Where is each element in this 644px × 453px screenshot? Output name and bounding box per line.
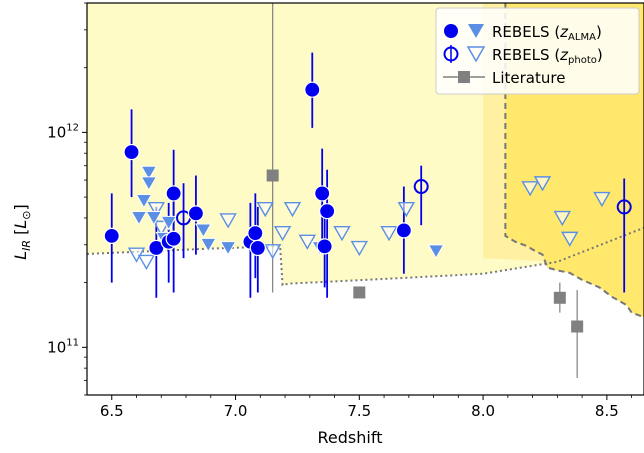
photo-circle-point — [413, 179, 429, 195]
x-tick-label: 8.0 — [471, 402, 495, 420]
alma-triangle-point — [145, 211, 163, 226]
alma-triangle-point — [199, 237, 217, 253]
legend-alma-triangle-icon — [468, 24, 484, 38]
alma-circle-point — [123, 143, 140, 161]
data-markers — [103, 81, 632, 333]
alma-circle-point — [395, 222, 412, 239]
photo-triangle-point — [333, 226, 351, 242]
photo-triangle-point — [350, 240, 369, 257]
x-tick-label: 6.5 — [100, 402, 124, 420]
alma-triangle-point — [194, 223, 212, 239]
alma-triangle-point — [140, 176, 158, 191]
alma-triangle-point — [160, 215, 178, 231]
photo-triangle-point — [219, 213, 237, 229]
alma-circle-point — [103, 227, 120, 244]
photo-triangle-point — [561, 231, 579, 247]
photo-triangle-point — [521, 181, 539, 197]
alma-triangle-point — [427, 244, 445, 259]
alma-triangle-point — [130, 211, 148, 226]
x-tick-label: 8.5 — [595, 402, 619, 420]
literature-point — [553, 291, 566, 304]
photo-triangle-point — [533, 176, 552, 192]
alma-circle-point — [316, 238, 333, 255]
literature-point — [353, 286, 366, 299]
deep-boundary-line — [504, 3, 644, 319]
photo-triangle-point — [152, 220, 170, 236]
photo-triangle-point — [283, 201, 302, 218]
legend-entry-alma: REBELS (zALMA) — [492, 23, 602, 43]
alma-circle-point — [165, 185, 182, 202]
x-tick-label: 7.5 — [347, 402, 371, 420]
legend-box — [435, 7, 640, 95]
y-tick-label: 1012 — [47, 122, 79, 141]
legend-literature-square-icon — [458, 71, 470, 83]
y-axis-label: LIR [L⊙] — [11, 204, 33, 260]
alma-circle-point — [314, 185, 331, 202]
photo-triangle-point — [298, 234, 317, 250]
alma-triangle-point — [219, 241, 237, 256]
axes: 6.5 7.0 7.5 8.0 8.5 1011 1012 — [47, 2, 644, 420]
alma-circle-point — [249, 239, 266, 257]
photo-triangle-point — [553, 210, 572, 227]
photo-triangle-point — [593, 191, 611, 208]
photo-triangle-point — [147, 201, 166, 218]
legend-entry-photo: REBELS (zphoto) — [492, 46, 603, 66]
photo-triangle-point — [263, 244, 282, 260]
photo-triangle-point — [380, 226, 398, 242]
photo-triangle-point — [273, 226, 292, 242]
x-axis-label: Redshift — [318, 428, 383, 447]
alma-circle-point — [247, 224, 264, 242]
photo-triangle-point — [256, 201, 274, 218]
photo-circle-point — [616, 199, 632, 215]
alma-circle-point — [304, 81, 321, 98]
plot-frame — [86, 2, 644, 396]
literature-point — [266, 169, 279, 182]
legend-alma-circle-icon — [444, 24, 458, 38]
photo-triangle-point — [137, 254, 156, 270]
alma-circle-point — [187, 205, 205, 222]
literature-point — [571, 320, 584, 333]
y-tick-label: 1011 — [47, 337, 79, 356]
legend-photo-triangle-icon — [466, 46, 486, 63]
alma-triangle-point — [135, 194, 153, 209]
legend-entry-literature: Literature — [492, 69, 565, 87]
alma-circle-point — [165, 230, 182, 247]
photo-triangle-point — [397, 201, 416, 218]
alma-triangle-point — [140, 165, 158, 181]
x-tick-label: 7.0 — [224, 402, 248, 420]
legend: REBELS (zALMA) REBELS (zphoto) Literatur… — [435, 7, 640, 95]
alma-circle-point — [319, 203, 336, 220]
